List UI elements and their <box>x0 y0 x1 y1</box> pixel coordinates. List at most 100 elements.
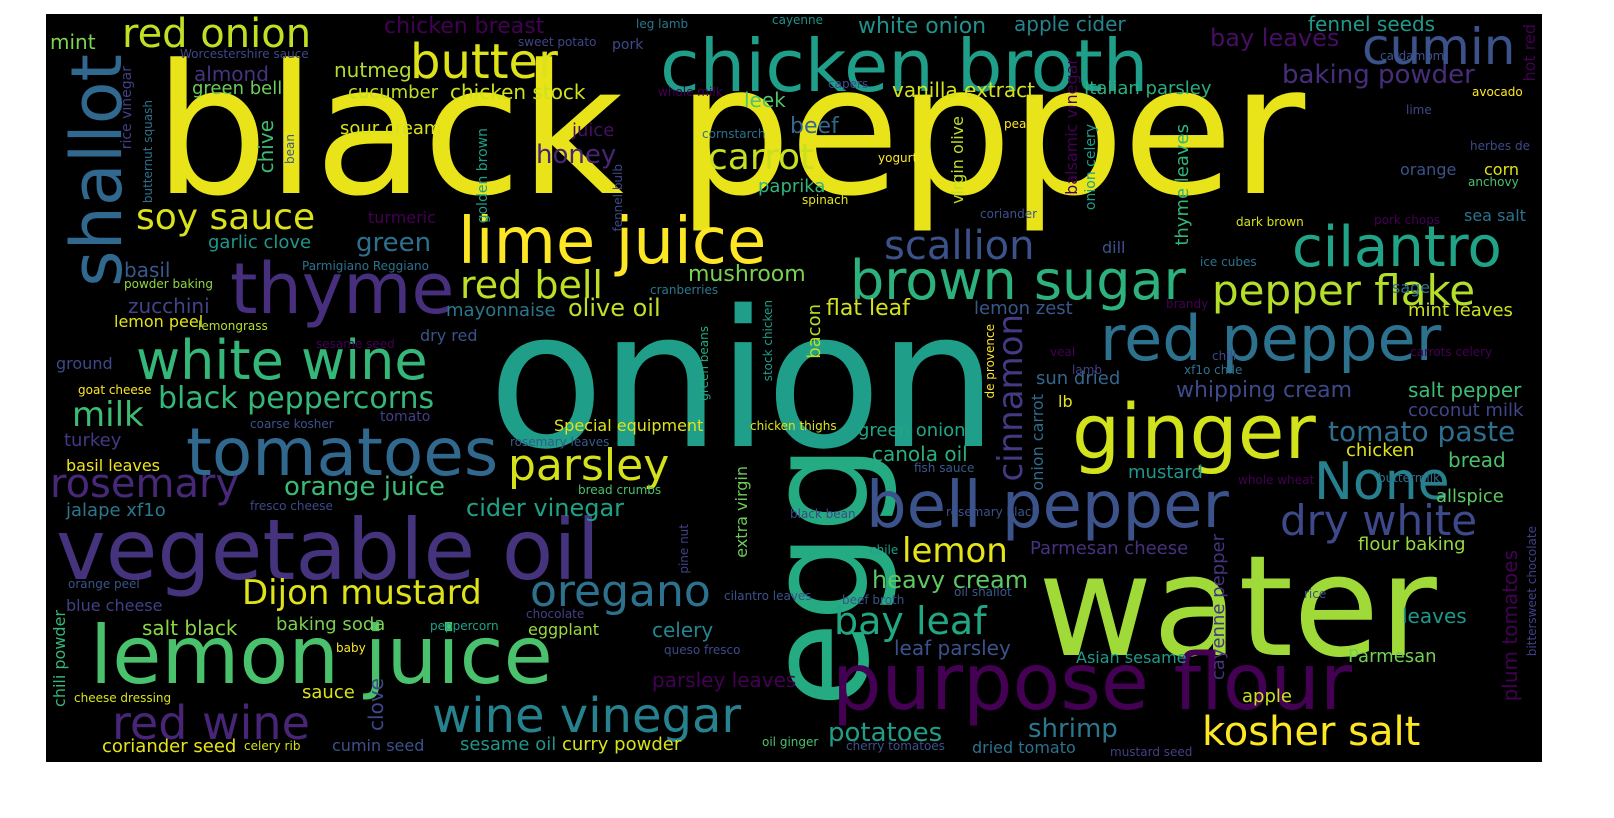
word-dijon-mustard: Dijon mustard <box>242 573 482 613</box>
word-rosemary-leaves: rosemary leaves <box>510 435 610 449</box>
word-kosher-salt: kosher salt <box>1202 709 1421 755</box>
word-leg-lamb: leg lamb <box>636 17 689 31</box>
word-ice-cubes: ice cubes <box>1200 255 1257 269</box>
word-cherry-tomatoes: cherry tomatoes <box>846 739 945 753</box>
word-dill: dill <box>1102 238 1126 257</box>
word-wine-vinegar: wine vinegar <box>432 688 742 744</box>
word-water: water <box>1038 526 1437 689</box>
word-bread-crumbs: bread crumbs <box>578 483 662 497</box>
word-lime: lime <box>1406 103 1432 117</box>
word-peppercorn: peppercorn <box>430 619 499 633</box>
word-veal: veal <box>1050 345 1076 359</box>
word-lemon-juice: lemon juice <box>90 609 553 702</box>
word-parsley-leaves: parsley leaves <box>652 668 797 692</box>
word-sun-dried: sun dried <box>1036 368 1121 389</box>
word-tomato: tomato <box>380 409 431 425</box>
word-cilantro-leaves: cilantro leaves <box>724 589 812 603</box>
word-salt-black: salt black <box>142 616 238 640</box>
word-black-pepper: black pepper <box>154 27 1305 236</box>
word-apple: apple <box>1242 686 1292 707</box>
word-sweet-potato: sweet potato <box>518 35 597 49</box>
word-plum-tomatoes: plum tomatoes <box>1498 550 1522 702</box>
word-beef: beef <box>790 114 839 139</box>
word-clove: clove <box>364 678 388 731</box>
word-bread: bread <box>1448 448 1506 472</box>
word-whole-milk: whole milk <box>658 85 723 99</box>
word-bell-pepper: bell pepper <box>866 469 1229 543</box>
word-oil-shallot: oil shallot <box>954 585 1012 599</box>
word-pork: pork <box>612 37 644 53</box>
word-buttermilk: buttermilk <box>1378 471 1441 485</box>
word-spinach: spinach <box>802 193 849 207</box>
word-green-onion: green onion <box>858 420 966 441</box>
word-vegetable-oil: vegetable oil <box>56 501 600 599</box>
word-red-bell: red bell <box>460 263 603 307</box>
word-pork-chops: pork chops <box>1374 213 1441 227</box>
word-parsley: parsley <box>508 440 670 491</box>
word-cilantro: cilantro <box>1292 215 1502 280</box>
word-chili: chili <box>1212 349 1237 363</box>
word-bay-leaf: bay leaf <box>834 599 987 643</box>
word-cloud: black pepper onion water egg chicken bro… <box>46 14 1542 762</box>
word-chive: chive <box>254 120 278 174</box>
word-brown-sugar: brown sugar <box>850 249 1186 312</box>
word-cayenne-pepper: cayenne pepper <box>1208 534 1229 681</box>
word-allspice: allspice <box>1436 486 1504 507</box>
word-garlic-clove: garlic clove <box>208 232 312 253</box>
word-dry-red: dry red <box>420 326 478 345</box>
word-red-wine: red wine <box>112 696 310 750</box>
word-mushroom: mushroom <box>688 262 806 287</box>
word-chile: chile <box>870 543 899 557</box>
word-red-onion: red onion <box>122 14 312 57</box>
word-lemon-peel: lemon peel <box>114 312 204 331</box>
word-chicken-broth: chicken broth <box>660 24 1149 108</box>
word-cranberries: cranberries <box>650 283 719 297</box>
word-rosemary-black: rosemary black <box>946 505 1039 519</box>
word-honey: honey <box>536 140 617 170</box>
word-blue-cheese: blue cheese <box>66 596 163 615</box>
word-mayonnaise: mayonnaise <box>446 300 556 321</box>
word-coriander-seed: coriander seed <box>102 736 237 757</box>
word-soy-sauce: soy sauce <box>136 197 316 238</box>
word-cumin: cumin <box>1362 18 1516 76</box>
word-leaf-parsley: leaf parsley <box>894 636 1011 660</box>
word-baking-soda: baking soda <box>276 614 386 635</box>
word-potatoes: potatoes <box>828 718 943 748</box>
word-special-equipment: Special equipment <box>554 416 704 435</box>
word-cheese-dressing: cheese dressing <box>74 691 172 705</box>
word-cider-vinegar: cider vinegar <box>466 494 625 522</box>
word-butter: butter <box>410 34 558 90</box>
word-milk: milk <box>72 395 144 435</box>
word-canola-oil: canola oil <box>872 442 968 466</box>
word-jalape-xf1o: jalape xf1o <box>66 500 166 521</box>
word-lamb: lamb <box>1072 363 1102 377</box>
word-queso-fresco: queso fresco <box>664 643 741 657</box>
word-eggplant: eggplant <box>528 620 599 639</box>
word-xf1o-chile: xf1o chile <box>1184 363 1243 377</box>
word-almond: almond <box>194 62 269 86</box>
word-thyme-leaves: thyme leaves <box>1172 124 1193 246</box>
word-goat-cheese: goat cheese <box>78 383 152 397</box>
word-coconut-milk: coconut milk <box>1408 400 1524 421</box>
word-capers: capers <box>828 77 869 91</box>
word-de-provence: de provence <box>983 324 997 399</box>
word-powder-baking: powder baking <box>124 277 213 291</box>
word-bay-leaves: bay leaves <box>1210 24 1340 52</box>
word-parmesan: Parmesan <box>1348 646 1437 667</box>
word-chicken: chicken <box>1346 440 1415 461</box>
word-dried-tomato: dried tomato <box>972 738 1076 757</box>
word-baking-powder: baking powder <box>1282 60 1475 90</box>
word-orange-peel: orange peel <box>68 577 140 591</box>
word-zucchini: zucchini <box>128 294 210 318</box>
word-mustard-seed: mustard seed <box>1110 745 1193 759</box>
word-dark-brown: dark brown <box>1236 215 1304 229</box>
word-chicken-thighs: chicken thighs <box>750 419 837 433</box>
word-cucumber: cucumber <box>348 82 439 103</box>
word-golden-brown: golden brown <box>475 128 491 224</box>
word-tomato-paste: tomato paste <box>1328 415 1516 448</box>
word-rice-vinegar: rice vinegar <box>119 66 135 150</box>
word-sesame-oil: sesame oil <box>460 734 557 755</box>
word-basil: basil <box>124 258 171 282</box>
word-avocado: avocado <box>1472 85 1523 99</box>
word-orange: orange <box>1400 160 1457 179</box>
